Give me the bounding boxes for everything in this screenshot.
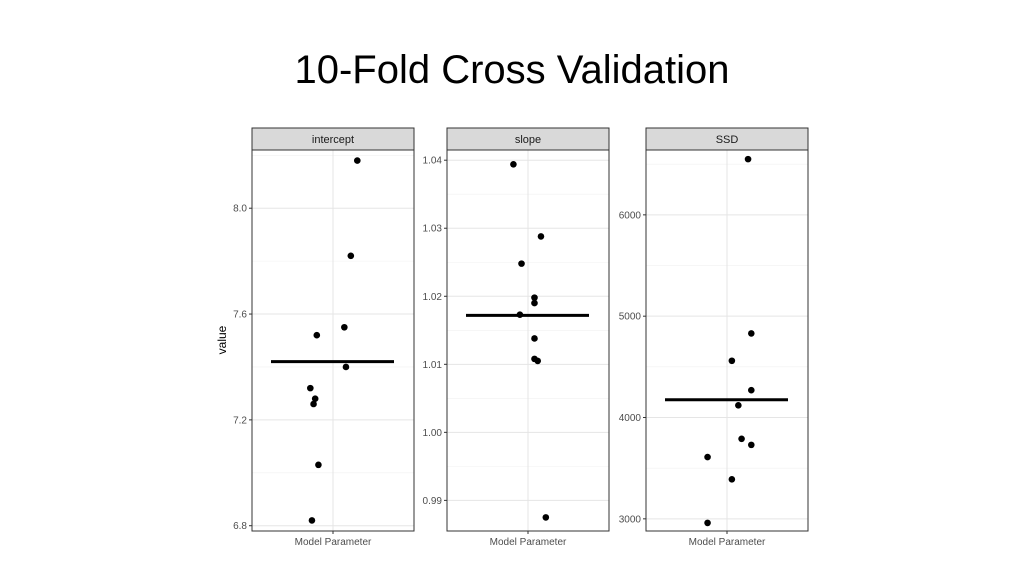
data-point [728, 476, 736, 483]
data-point [347, 252, 355, 260]
y-tick-label: 5000 [619, 312, 642, 323]
y-tick-label: 0.99 [423, 496, 443, 507]
y-tick-label: 1.02 [423, 292, 443, 303]
facet-strip-label: slope [515, 134, 541, 146]
y-tick-label: 3000 [619, 514, 642, 525]
y-tick-label: 1.00 [423, 428, 443, 439]
y-tick-label: 1.03 [423, 224, 443, 235]
data-point [748, 386, 755, 394]
data-point [534, 357, 542, 365]
data-point [744, 155, 752, 163]
data-point [341, 323, 348, 331]
data-point [531, 299, 538, 307]
y-tick-label: 7.2 [233, 415, 247, 426]
slide-title: 10-Fold Cross Validation [294, 48, 730, 92]
data-point [704, 519, 711, 527]
y-tick-label: 7.6 [233, 310, 247, 321]
data-point [510, 160, 517, 168]
data-point [542, 514, 550, 521]
data-point [307, 384, 314, 392]
data-point [531, 335, 538, 342]
facet-panel-slope: slope 0.99 1.00 1.01 1.02 1.03 1.04 Model Param… [423, 127, 610, 548]
facet-strip-label: intercept [312, 134, 354, 146]
facet-panel-ssd: SSD 3000 4000 5000 6000 Model Parameter [619, 127, 809, 548]
data-point [518, 260, 525, 267]
y-tick-label: 1.01 [423, 360, 443, 371]
data-point [531, 294, 538, 301]
y-tick-label: 6.8 [233, 521, 247, 532]
x-tick-label: Model Parameter [490, 537, 567, 548]
data-point [315, 461, 322, 469]
data-point [313, 331, 321, 339]
x-tick-label: Model Parameter [689, 537, 766, 548]
data-point [311, 395, 319, 403]
data-point [735, 402, 742, 409]
data-point [738, 435, 745, 443]
data-point [748, 441, 755, 449]
data-point [704, 453, 711, 461]
data-point [354, 157, 361, 164]
y-tick-label: 6000 [619, 210, 642, 221]
data-point [537, 233, 545, 240]
data-point [310, 400, 317, 408]
data-point [728, 357, 736, 365]
data-point [342, 363, 350, 371]
y-tick-label: 1.04 [423, 156, 443, 167]
data-point [308, 517, 316, 524]
data-point [748, 330, 755, 337]
facet-panel-intercept: intercept 6.8 7.2 7.6 8.0 Model Parameter [233, 127, 415, 548]
facet-strip-label: SSD [716, 134, 739, 146]
y-axis-title: value [215, 325, 229, 354]
y-tick-label: 4000 [619, 413, 642, 424]
x-tick-label: Model Parameter [295, 537, 372, 548]
y-tick-label: 8.0 [233, 204, 247, 215]
